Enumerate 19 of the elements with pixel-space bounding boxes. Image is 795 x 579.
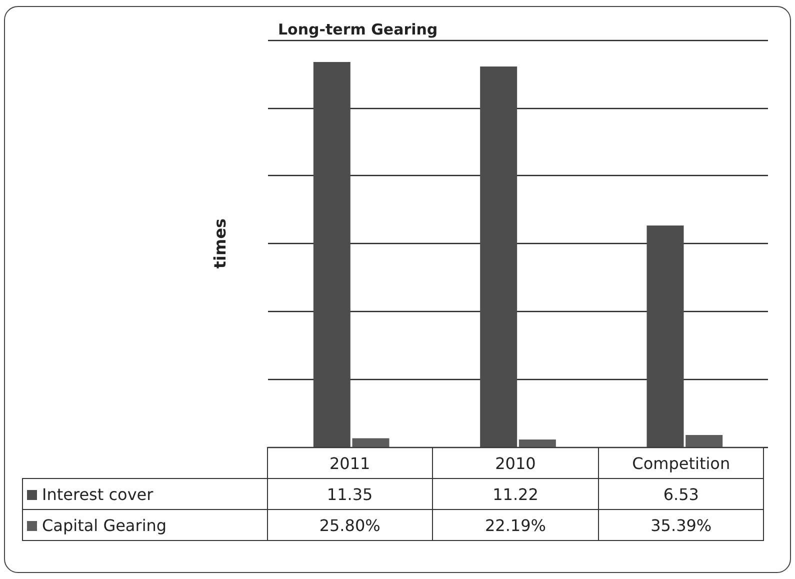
legend-label: Capital Gearing <box>22 510 267 540</box>
x-tick-label: 2010 <box>432 448 598 478</box>
bar <box>518 439 556 447</box>
bar <box>646 226 684 447</box>
data-label: 25.80% <box>267 510 433 540</box>
chart-title: Long-term Gearing <box>278 20 438 38</box>
data-label: 22.19% <box>432 510 598 540</box>
bar <box>352 438 390 447</box>
x-tick-label: Competition <box>598 448 764 478</box>
legend-label: Interest cover <box>22 478 267 510</box>
y-axis-title: times <box>210 218 230 269</box>
data-label: 35.39% <box>598 510 764 540</box>
bar <box>686 434 723 447</box>
bar <box>313 62 350 447</box>
data-label: 11.22 <box>432 478 598 510</box>
data-label: 11.35 <box>267 478 433 510</box>
x-tick-label: 2011 <box>267 448 433 478</box>
data-label: 6.53 <box>598 478 764 510</box>
bar <box>480 66 518 447</box>
